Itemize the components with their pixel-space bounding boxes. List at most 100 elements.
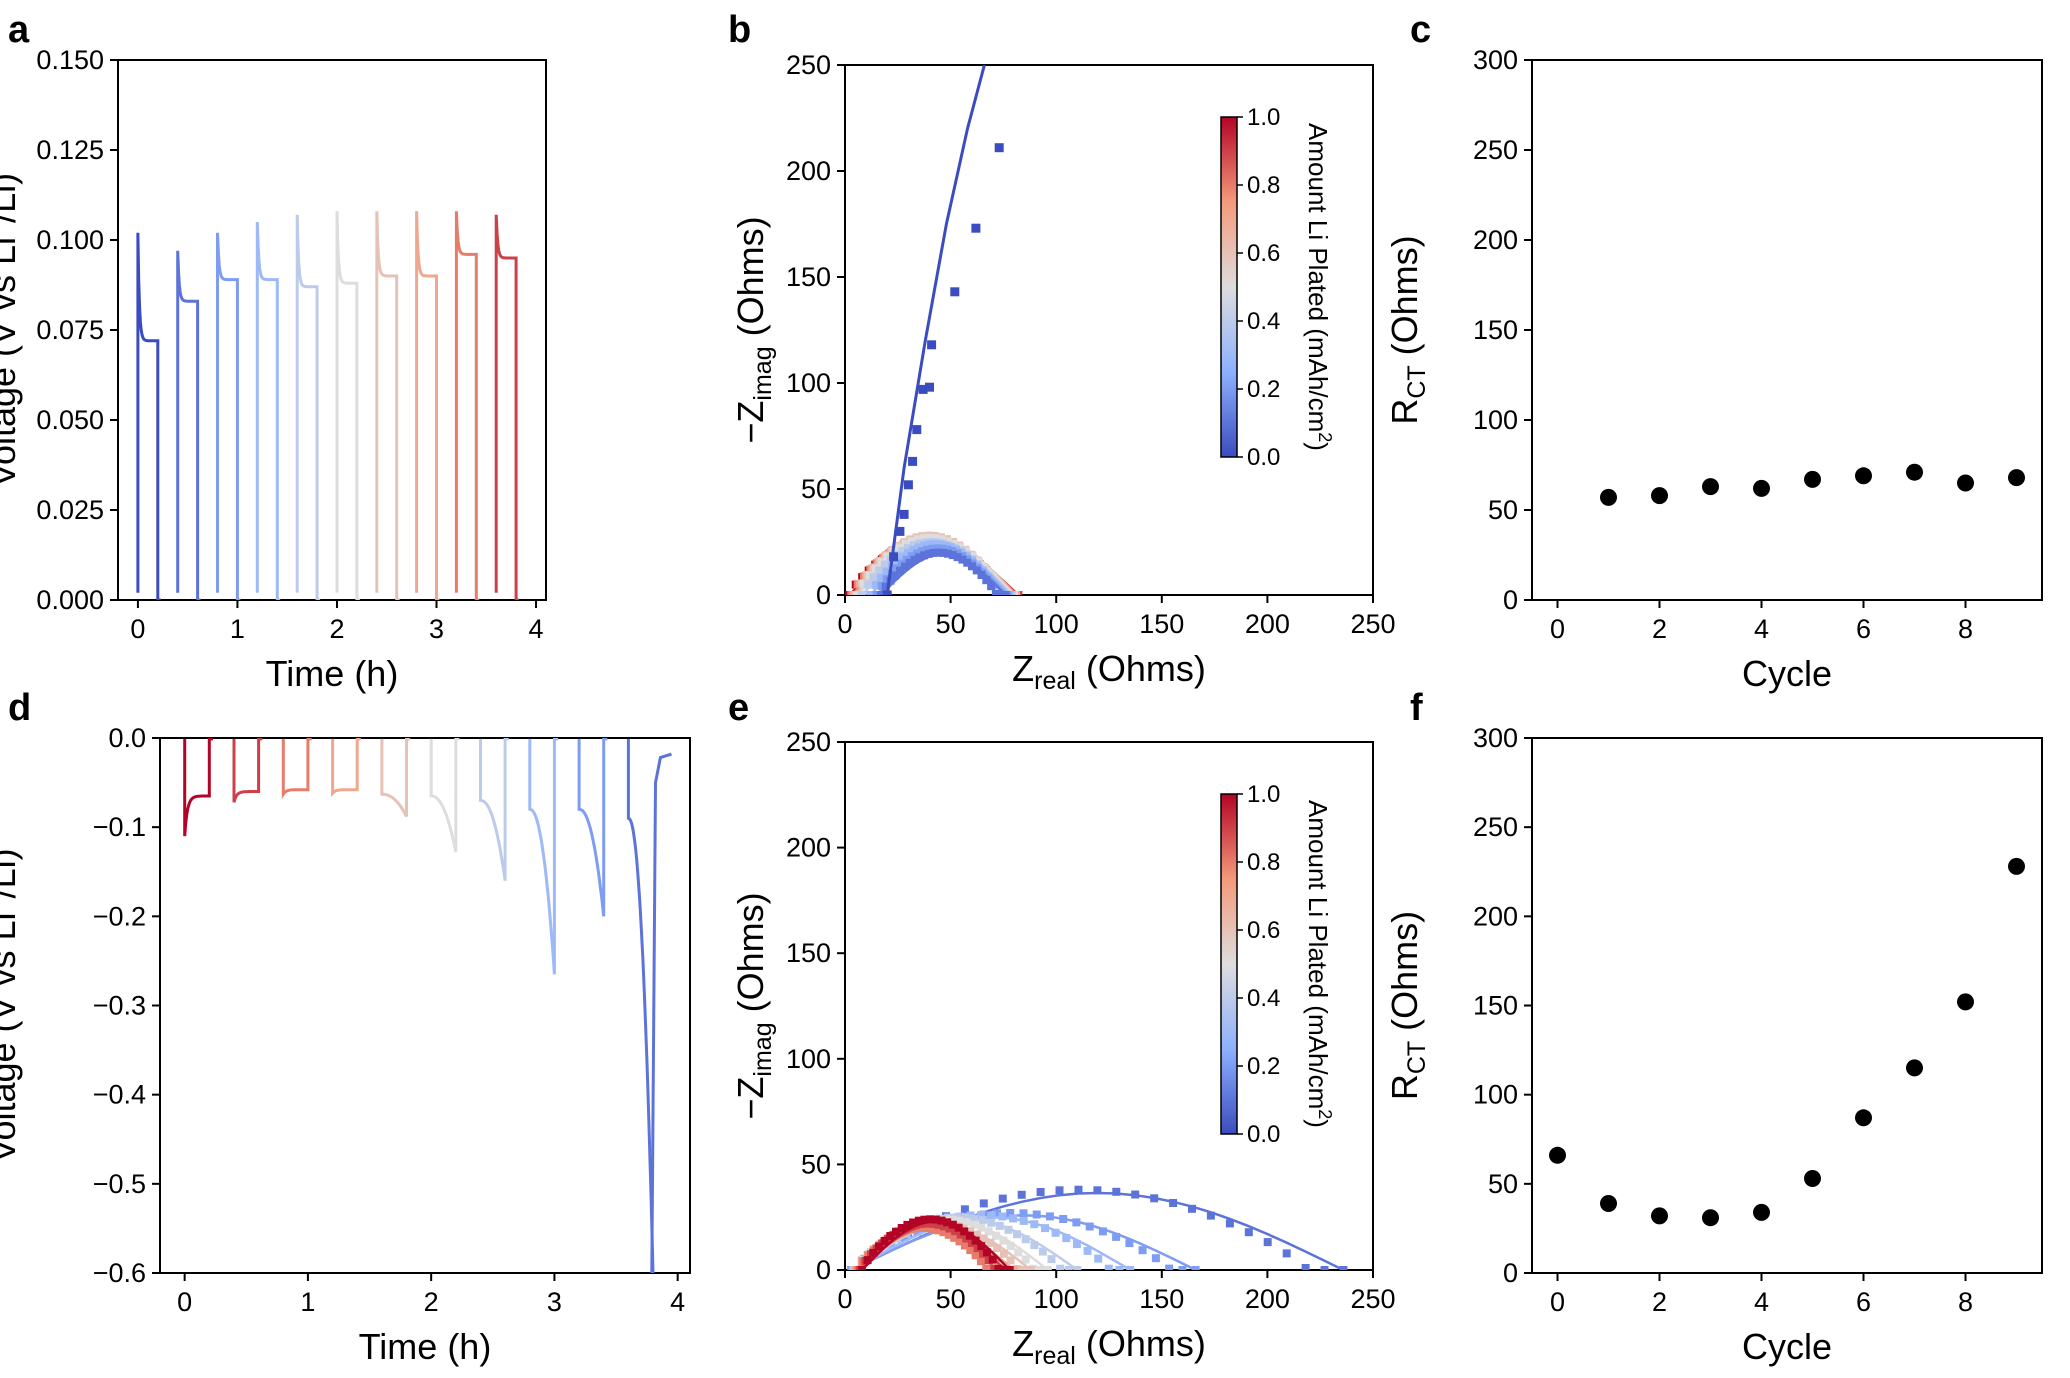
x-label-sub: real	[1034, 1342, 1076, 1370]
impedance-point-first	[950, 287, 960, 297]
impedance-point	[915, 553, 924, 562]
impedance-point	[1038, 1247, 1047, 1256]
x-tick-label: 1	[300, 1287, 315, 1317]
voltage-pulse-line	[295, 214, 321, 600]
impedance-point	[871, 581, 880, 589]
y-label-end: /Li)	[0, 173, 23, 223]
y-tick-label: 200	[786, 156, 831, 186]
impedance-point	[897, 1224, 906, 1232]
impedance-point	[931, 534, 940, 543]
panel-letter: d	[8, 687, 31, 729]
y-tick-label: 0.0	[108, 723, 146, 753]
x-label-end: (Ohms)	[1076, 1323, 1206, 1364]
voltage-pulse-line	[429, 738, 460, 853]
colorbar-tick-label: 0.2	[1247, 1053, 1280, 1080]
x-tick-label: 0	[177, 1287, 192, 1317]
impedance-point	[996, 591, 1005, 595]
panel-b: 0 50 100 150 200 250 0 50 100 150 200 250 b 0.0 0.2 0.4…	[728, 9, 1396, 695]
impedance-fit-line	[880, 553, 1007, 595]
y-label-main: −Z	[730, 1077, 771, 1120]
y-label-sup: +	[0, 898, 7, 912]
x-tick-label: 2	[1652, 1287, 1667, 1317]
impedance-point	[920, 551, 928, 560]
impedance-point	[1004, 1225, 1013, 1234]
y-axis-label: RCT (Ohms)	[1384, 911, 1431, 1100]
x-tick-label: 4	[529, 614, 544, 644]
impedance-point	[909, 541, 918, 550]
y-tick-label: 0.150	[36, 45, 104, 75]
rct-point	[2008, 469, 2025, 487]
impedance-point	[1017, 1190, 1026, 1199]
colorbar-tick-label: 0.4	[1247, 985, 1280, 1012]
impedance-point	[955, 1237, 964, 1246]
x-tick-label: 8	[1958, 1287, 1973, 1317]
rct-point	[1753, 1203, 1770, 1221]
panel-d: 0 1 2 3 4 −0.6 −0.5 −0.4 −0.3 −0.2 −0.1 0.0 d Time (h…	[0, 687, 691, 1367]
impedance-point	[1191, 1266, 1200, 1270]
impedance-point	[1021, 1235, 1030, 1244]
plot-area	[1600, 463, 2025, 506]
impedance-point	[1056, 1264, 1065, 1270]
voltage-recovery-line	[650, 752, 672, 1273]
x-tick-label: 2	[424, 1287, 439, 1317]
y-tick-label: −0.2	[93, 901, 146, 931]
colorbar-label: Amount Li Plated (mAh/cm2)	[1303, 800, 1335, 1128]
plot-area	[1549, 857, 2025, 1227]
impedance-point	[1064, 1266, 1073, 1270]
impedance-point	[984, 1227, 993, 1236]
impedance-point	[925, 540, 934, 549]
y-tick-label: 100	[1473, 1080, 1518, 1110]
impedance-point	[1013, 1230, 1021, 1239]
y-tick-label: 0	[1503, 1258, 1518, 1288]
impedance-point	[929, 548, 938, 557]
x-tick-label: 50	[936, 609, 966, 639]
impedance-point	[977, 1257, 985, 1266]
x-label-end: (Ohms)	[1076, 648, 1206, 689]
impedance-point-first	[899, 509, 909, 519]
impedance-point-first	[912, 425, 922, 435]
y-tick-label: 100	[786, 1044, 831, 1074]
x-tick-label: 4	[1754, 1287, 1769, 1317]
x-tick-label: 0	[1550, 1287, 1565, 1317]
x-tick-label: 100	[1034, 609, 1079, 639]
y-label-end: (Ohms)	[1384, 911, 1425, 1041]
x-tick-label: 2	[329, 614, 344, 644]
y-label-main: Voltage (V vs Li	[0, 912, 23, 1162]
y-tick-label: 50	[801, 1149, 831, 1179]
impedance-point-first	[882, 590, 892, 595]
y-tick-label: −0.4	[93, 1080, 146, 1110]
impedance-point	[875, 1242, 883, 1251]
impedance-point	[863, 1256, 872, 1265]
rct-point	[1651, 1207, 1668, 1225]
x-tick-label: 2	[1652, 614, 1667, 644]
impedance-point	[1093, 1186, 1102, 1195]
y-tick-label: −0.1	[93, 812, 146, 842]
x-label-main: Z	[1012, 1323, 1034, 1364]
y-tick-label: 150	[786, 262, 831, 292]
y-label-end: /Li)	[0, 848, 23, 898]
x-tick-label: 4	[1754, 614, 1769, 644]
y-label-sup: +	[0, 223, 7, 237]
y-axis-label: Voltage (V vs Li+/Li)	[0, 173, 23, 487]
impedance-point	[1098, 1227, 1107, 1236]
y-label-main: R	[1384, 1074, 1425, 1100]
impedance-point	[977, 571, 986, 579]
rct-point	[1906, 1059, 1923, 1077]
x-tick-label: 0	[1550, 614, 1565, 644]
plot-area	[847, 1185, 1348, 1270]
impedance-point	[1041, 1224, 1049, 1233]
impedance-point	[881, 582, 890, 591]
rct-point	[1855, 1109, 1872, 1127]
impedance-point	[891, 571, 900, 580]
x-tick-label: 3	[429, 614, 444, 644]
y-tick-label: 100	[786, 368, 831, 398]
voltage-pulse-line	[136, 232, 161, 600]
x-tick-label: 3	[547, 1287, 562, 1317]
impedance-point	[920, 541, 928, 550]
rct-point	[1804, 1170, 1821, 1187]
impedance-point	[968, 562, 976, 571]
impedance-point	[1126, 1266, 1135, 1270]
impedance-point-first	[889, 552, 899, 562]
x-axis-label: Zreal (Ohms)	[1012, 648, 1206, 695]
y-tick-label: 250	[786, 727, 831, 757]
